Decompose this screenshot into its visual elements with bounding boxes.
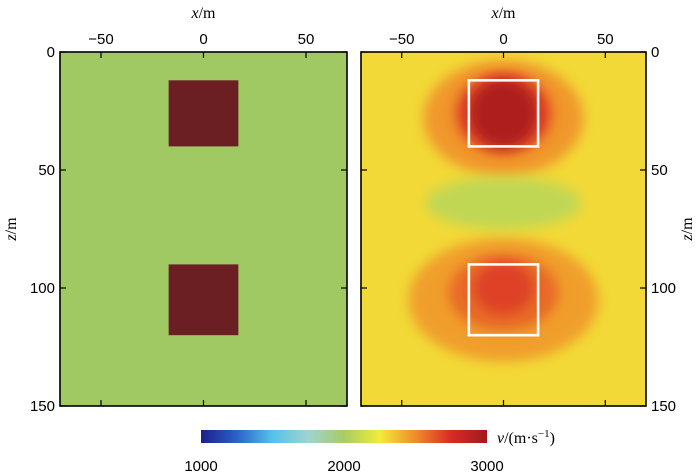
left-x-unit: /m [199, 5, 216, 22]
left-y-unit: /m [3, 217, 20, 234]
left-anomaly-block-2 [168, 264, 239, 336]
right-outline-box-2 [467, 263, 540, 337]
right-x-ticks: −50 0 50 [389, 31, 614, 406]
right-panel-field [361, 52, 646, 406]
colorbar-gradient [201, 430, 487, 443]
right-outline-box-1 [467, 79, 540, 148]
colorbar-exp: −1 [538, 428, 550, 440]
left-x-tick-label: 50 [298, 31, 315, 48]
right-x-unit: /m [499, 5, 516, 22]
middle-low-zone [425, 177, 582, 230]
right-y-tick-label: 150 [651, 398, 676, 415]
colorbar: 1000 2000 3000 v/(m·s−1) [184, 428, 555, 475]
left-y-tick-label: 50 [38, 162, 55, 179]
right-y-ticks: 0 50 100 150 [361, 44, 676, 415]
left-x-ticks: −50 0 50 [88, 31, 314, 406]
right-panel: −50 0 50 0 50 100 150 x/m z/m [360, 5, 696, 415]
left-x-axis-title: x/m [191, 5, 217, 22]
right-x-tick-label: 0 [499, 31, 507, 48]
lower-high-core [473, 262, 534, 314]
right-outline-boxes [467, 79, 540, 337]
left-y-tick-label: 150 [30, 398, 55, 415]
right-velocity-features [408, 60, 599, 362]
colorbar-tick-label: 3000 [470, 458, 503, 475]
right-y-tick-label: 0 [651, 44, 659, 61]
right-x-var: x [491, 5, 499, 22]
colorbar-var: v [497, 430, 505, 447]
right-y-axis-title: z/m [679, 217, 696, 242]
right-y-var: z [679, 234, 696, 242]
left-y-ticks: 0 50 100 150 [30, 44, 347, 415]
right-y-unit: /m [679, 217, 696, 234]
colorbar-tick-label: 1000 [184, 458, 217, 475]
left-anomalies [168, 80, 239, 336]
left-y-axis-title: z/m [3, 217, 20, 242]
colorbar-title: v/(m·s−1) [497, 428, 555, 447]
left-y-tick-label: 100 [30, 280, 55, 297]
left-anomaly-block-1 [168, 80, 239, 147]
colorbar-tick-label: 2000 [327, 458, 360, 475]
upper-high-core [469, 79, 538, 148]
right-x-tick-label: −50 [389, 31, 414, 48]
right-y-tick-label: 50 [651, 162, 668, 179]
left-x-var: x [191, 5, 199, 22]
right-y-tick-label: 100 [651, 280, 676, 297]
left-y-var: z [3, 234, 20, 242]
left-panel: −50 0 50 0 50 100 150 x/m z/m [3, 5, 348, 415]
right-x-tick-label: 50 [597, 31, 614, 48]
left-x-tick-label: −50 [88, 31, 113, 48]
right-x-axis-title: x/m [491, 5, 517, 22]
left-x-tick-label: 0 [199, 31, 207, 48]
colorbar-close: ) [550, 430, 555, 447]
left-y-tick-label: 0 [47, 44, 55, 61]
colorbar-ticks: 1000 2000 3000 [184, 458, 503, 475]
colorbar-unit: /(m·s [504, 430, 538, 447]
